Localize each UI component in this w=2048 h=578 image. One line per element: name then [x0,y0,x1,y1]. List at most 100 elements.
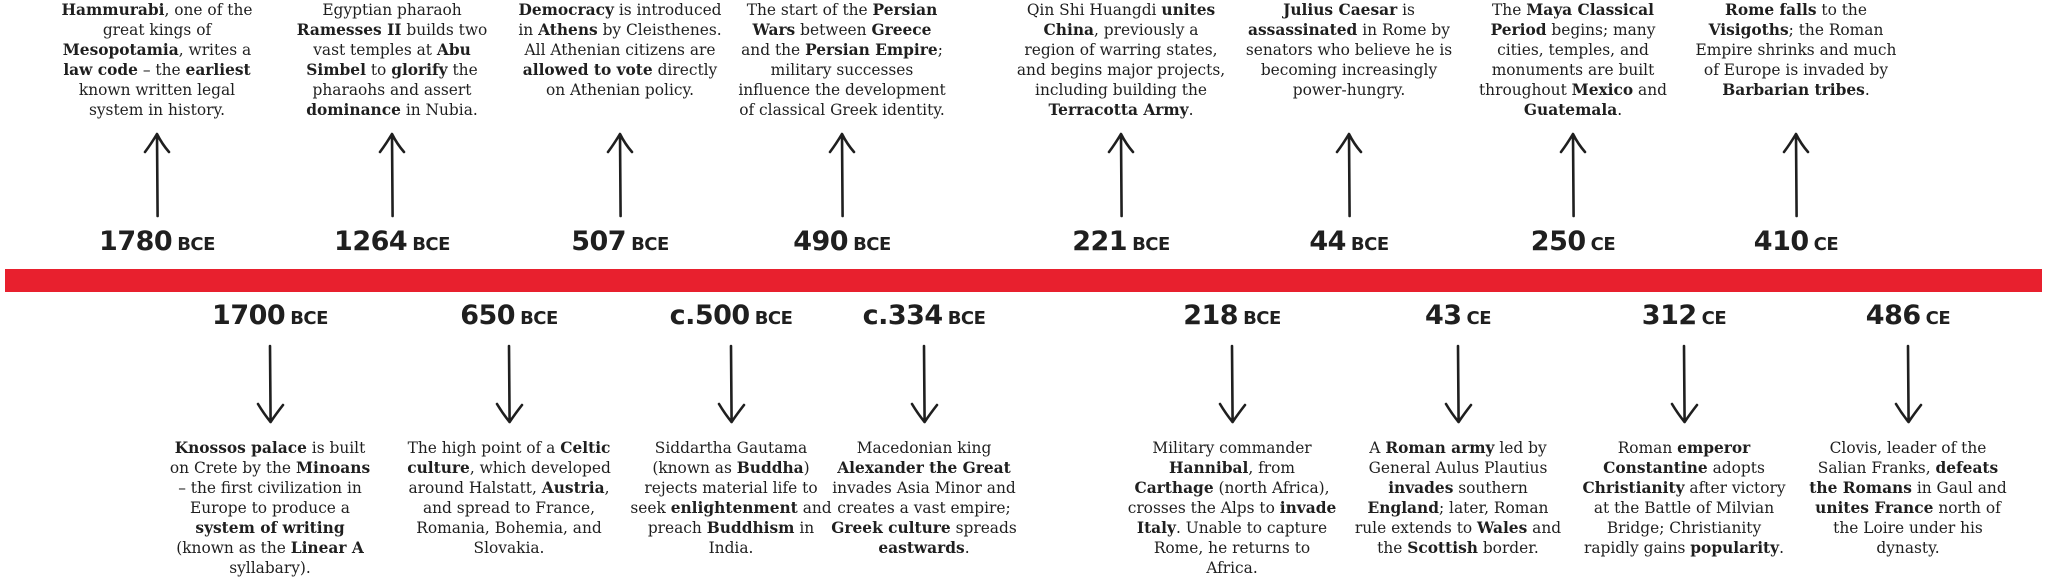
text-segment: , from [1248,459,1296,477]
text-segment: Clovis, leader of the Salian Franks, [1817,439,1987,477]
event-43ce: A Roman army led by General Aulus Plauti… [1353,292,1563,560]
year-number: 1780 [99,226,173,257]
text-segment: Qin Shi Huangdi [1026,1,1162,19]
bold-text: Austria [541,479,605,497]
arrow-up-icon [1107,132,1135,218]
text-segment: between [795,21,872,39]
text-segment: syllabary). [229,559,311,577]
text-segment: The high point of a [407,439,561,457]
text-segment: Military commander [1152,439,1312,457]
arrow-down-icon [1670,344,1699,424]
text-segment: the pharaohs and assert [312,61,478,99]
bold-text: dominance [306,101,401,119]
event-c500bce: Siddartha Gautama (known as Buddha) reje… [626,292,836,560]
event-1780bce: Hammurabi, one of the great kings of Mes… [52,0,262,268]
year-label: 1700 BCE [165,300,375,331]
bold-text: Terracotta Army [1048,101,1189,119]
year-era: BCE [520,308,558,329]
year-era: BCE [412,234,450,255]
year-era: CE [1466,308,1492,329]
event-490bce: The start of the Persian Wars between Gr… [737,0,947,268]
event-486ce: Clovis, leader of the Salian Franks, def… [1803,292,2013,560]
year-number: 1264 [334,226,408,257]
year-number: 486 [1865,300,1921,331]
bold-text: unites China [1043,1,1216,39]
arrow-down-icon [1218,344,1247,424]
text-segment: ; later, Roman rule extends to [1354,499,1549,537]
text-segment: builds two vast temples at [313,21,488,59]
year-era: BCE [1132,234,1170,255]
year-era: BCE [947,308,986,329]
bold-text: Abu Simbel [306,41,471,79]
year-label: 490 BCE [737,226,947,257]
text-segment: – the first civilization in Europe to pr… [178,479,362,517]
year-era: BCE [853,234,891,255]
year-number: c.500 [669,300,751,331]
bold-text: Julius Caesar [1283,1,1398,19]
bold-text: Buddhism [706,519,795,537]
event-218bce: Military commander Hannibal, from Cartha… [1127,292,1337,577]
text-segment: , previously a region of warring states,… [1016,21,1226,99]
arrow-down-icon [910,344,939,424]
text-segment: . Unable to capture Rome, he returns to … [1153,519,1328,577]
text-segment: in Nubia. [400,101,478,119]
text-segment: adopts [1707,459,1765,477]
text-segment: . [1617,101,1623,119]
event-description: Siddartha Gautama (known as Buddha) reje… [626,438,836,558]
text-segment: ; military successes influence the devel… [738,41,946,119]
bold-text: invade Italy [1136,499,1337,537]
bold-text: Rome falls [1725,1,1817,19]
bold-text: Hannibal [1168,459,1249,477]
event-description: Julius Caesar is assassinated in Rome by… [1244,0,1454,100]
text-segment: . [1864,81,1870,99]
event-description: Macedonian king Alexander the Great inva… [819,438,1029,558]
text-segment: ; the Roman Empire shrinks and much of E… [1695,21,1897,79]
text-segment: . [1779,539,1785,557]
text-segment: in India. [708,519,815,557]
bold-text: popularity [1690,539,1780,557]
event-description: Democracy is introduced in Athens by Cle… [515,0,725,100]
bold-text: Roman army [1385,439,1495,457]
event-312ce: Roman emperor Constantine adopts Christi… [1579,292,1789,560]
year-number: 43 [1424,300,1462,331]
arrow-up-icon [828,132,856,218]
text-segment: , one of the great kings of [102,1,253,39]
text-segment: in Rome by senators who believe he is be… [1245,21,1453,99]
year-number: 410 [1753,226,1809,257]
text-segment: north of the Loire under his dynasty. [1833,499,2001,557]
arrow-down-icon [717,344,746,424]
bold-text: Persian Empire [805,41,938,59]
event-description: Knossos palace is built on Crete by the … [165,438,375,578]
year-label: 221 BCE [1016,226,1226,257]
bold-text: enlightenment [670,499,798,517]
text-segment: to the [1816,1,1867,19]
year-era: BCE [754,308,793,329]
text-segment: . [1188,101,1194,119]
text-segment: is built on Crete by the [169,439,366,477]
arrow-up-icon [606,132,634,218]
bold-text: earliest [185,61,251,79]
event-c334bce: Macedonian king Alexander the Great inva… [819,292,1029,560]
text-segment: ) rejects material life to seek [630,459,818,517]
year-label: 1264 BCE [287,226,497,257]
year-number: 507 [571,226,627,257]
year-number: 250 [1530,226,1586,257]
bold-text: emperor Constantine [1603,439,1751,477]
text-segment: (known as the [176,539,291,557]
bold-text: Visigoths [1708,21,1789,39]
text-segment: begins; many cities, temples, and monume… [1479,21,1656,99]
event-410ce: Rome falls to the Visigoths; the Roman E… [1691,0,1901,268]
bold-text: Celtic culture [407,439,611,477]
arrow-down-icon [495,344,524,424]
text-segment: and preach [647,499,832,537]
year-label: 486 CE [1803,300,2013,331]
year-label: 43 CE [1353,300,1563,331]
text-segment: after victory at the Battle of Milvian B… [1583,479,1786,557]
event-description: Qin Shi Huangdi unites China, previously… [1016,0,1226,120]
bold-text: assassinated [1248,21,1358,39]
bold-text: Wales [1477,519,1528,537]
text-segment: spreads [950,519,1017,537]
bold-text: Greek culture [831,519,951,537]
year-era: BCE [631,234,669,255]
bold-text: Democracy [518,1,614,19]
